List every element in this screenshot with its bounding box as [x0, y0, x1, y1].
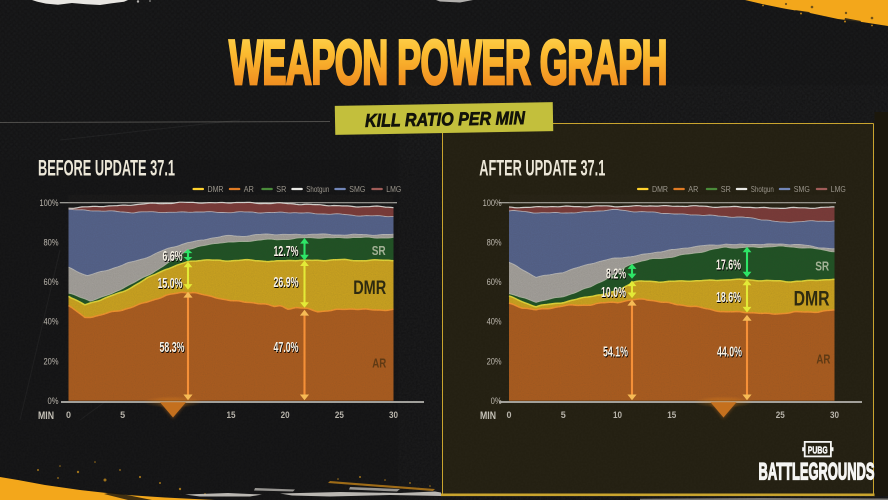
- svg-text:54.1%: 54.1%: [603, 344, 628, 360]
- svg-text:25: 25: [776, 410, 785, 420]
- svg-text:0: 0: [66, 410, 71, 420]
- svg-text:SR: SR: [721, 184, 731, 194]
- svg-text:0: 0: [506, 410, 511, 420]
- svg-text:6.6%: 6.6%: [163, 249, 183, 265]
- svg-text:15: 15: [227, 410, 236, 420]
- svg-text:WEAPON POWER GRAPH: WEAPON POWER GRAPH: [229, 28, 667, 98]
- svg-text:AFTER UPDATE 37.1: AFTER UPDATE 37.1: [479, 156, 605, 181]
- svg-text:DMR: DMR: [353, 277, 386, 299]
- svg-text:10: 10: [613, 410, 622, 420]
- svg-text:5: 5: [561, 410, 566, 420]
- svg-text:58.3%: 58.3%: [160, 340, 185, 356]
- svg-text:SMG: SMG: [349, 184, 365, 194]
- svg-text:15: 15: [667, 410, 676, 420]
- svg-text:10.0%: 10.0%: [601, 285, 626, 301]
- svg-text:20%: 20%: [487, 356, 502, 366]
- svg-text:0%: 0%: [48, 396, 59, 406]
- svg-text:0%: 0%: [491, 396, 502, 406]
- svg-text:BATTLEGROUNDS: BATTLEGROUNDS: [759, 459, 875, 486]
- svg-text:40%: 40%: [44, 317, 59, 327]
- svg-text:KILL RATIO PER MIN: KILL RATIO PER MIN: [365, 107, 526, 131]
- svg-text:26.9%: 26.9%: [274, 275, 299, 291]
- svg-text:MIN: MIN: [38, 410, 54, 422]
- svg-text:SR: SR: [372, 244, 386, 258]
- svg-text:100%: 100%: [483, 198, 502, 208]
- svg-text:Shotgun: Shotgun: [751, 184, 774, 194]
- svg-text:17.6%: 17.6%: [716, 257, 741, 273]
- svg-text:40%: 40%: [487, 317, 502, 327]
- svg-text:47.0%: 47.0%: [274, 340, 299, 356]
- svg-text:DMR: DMR: [652, 184, 668, 194]
- svg-text:MIN: MIN: [480, 410, 496, 422]
- svg-text:AR: AR: [372, 356, 386, 371]
- svg-text:SR: SR: [815, 260, 829, 274]
- svg-text:18.6%: 18.6%: [716, 290, 741, 306]
- svg-text:80%: 80%: [44, 237, 59, 247]
- svg-text:PUBG: PUBG: [808, 445, 828, 457]
- svg-text:8.2%: 8.2%: [606, 266, 626, 282]
- svg-text:DMR: DMR: [208, 184, 224, 194]
- svg-text:30: 30: [389, 410, 398, 420]
- svg-text:DMR: DMR: [794, 287, 830, 310]
- svg-text:SMG: SMG: [794, 184, 810, 194]
- svg-text:60%: 60%: [487, 277, 502, 287]
- svg-text:60%: 60%: [44, 277, 59, 287]
- svg-text:LMG: LMG: [386, 184, 401, 194]
- svg-text:100%: 100%: [40, 198, 59, 208]
- svg-text:BEFORE UPDATE 37.1: BEFORE UPDATE 37.1: [38, 156, 175, 181]
- svg-text:25: 25: [335, 410, 344, 420]
- svg-text:20: 20: [281, 410, 290, 420]
- svg-text:80%: 80%: [487, 237, 502, 247]
- svg-text:30: 30: [830, 410, 839, 420]
- svg-text:15.0%: 15.0%: [158, 276, 183, 292]
- svg-text:AR: AR: [244, 184, 254, 194]
- svg-text:12.7%: 12.7%: [274, 244, 299, 260]
- svg-text:20%: 20%: [44, 356, 59, 366]
- svg-text:LMG: LMG: [831, 184, 846, 194]
- svg-text:5: 5: [120, 410, 125, 420]
- svg-text:AR: AR: [688, 184, 698, 194]
- svg-text:44.0%: 44.0%: [717, 344, 742, 360]
- svg-text:Shotgun: Shotgun: [306, 184, 329, 194]
- svg-text:SR: SR: [276, 184, 286, 194]
- svg-text:AR: AR: [816, 351, 830, 366]
